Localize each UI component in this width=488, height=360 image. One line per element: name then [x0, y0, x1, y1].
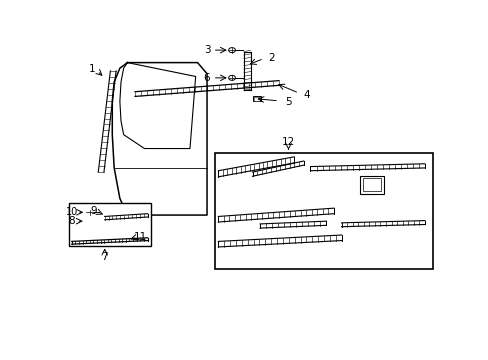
Bar: [362, 178, 380, 192]
Text: 12: 12: [281, 137, 295, 147]
Text: 4: 4: [303, 90, 309, 100]
Text: 5: 5: [285, 97, 291, 107]
Text: 11: 11: [134, 232, 147, 242]
Text: 7: 7: [101, 252, 108, 262]
Text: 2: 2: [267, 53, 274, 63]
Text: 6: 6: [203, 73, 210, 83]
Bar: [86, 219, 93, 224]
Bar: [214, 153, 432, 269]
Bar: [87, 220, 92, 223]
Text: 9: 9: [90, 206, 97, 216]
Text: 3: 3: [203, 45, 210, 55]
Bar: [253, 96, 260, 102]
Bar: [254, 97, 259, 100]
Bar: [359, 176, 384, 194]
Text: 10: 10: [65, 207, 78, 217]
Text: 1: 1: [89, 64, 95, 74]
Bar: [69, 203, 151, 246]
Text: 8: 8: [68, 216, 75, 226]
